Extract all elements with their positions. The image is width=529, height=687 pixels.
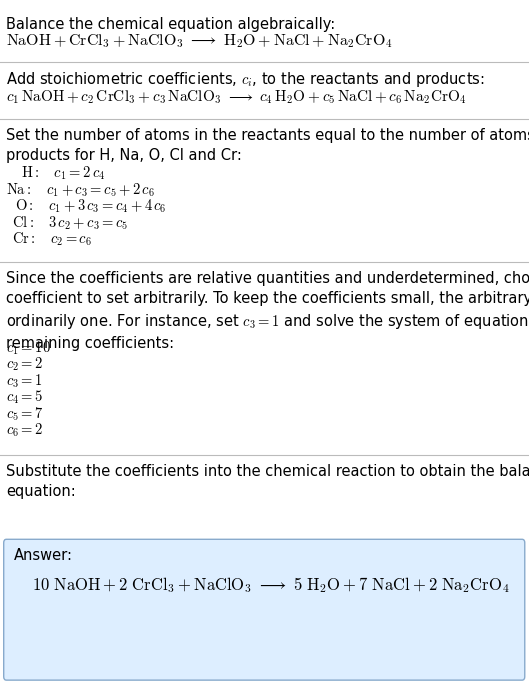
Text: Add stoichiometric coefficients, $c_i$, to the reactants and products:: Add stoichiometric coefficients, $c_i$, … [6, 70, 485, 89]
Text: $\mathrm{Cl{:}} \quad 3\,c_2 + c_3 = c_5$: $\mathrm{Cl{:}} \quad 3\,c_2 + c_3 = c_5… [12, 214, 128, 232]
Text: $\mathrm{Cr{:}} \quad c_2 = c_6$: $\mathrm{Cr{:}} \quad c_2 = c_6$ [12, 231, 92, 248]
Text: $c_3 = 1$: $c_3 = 1$ [6, 372, 43, 390]
Text: Set the number of atoms in the reactants equal to the number of atoms in the
pro: Set the number of atoms in the reactants… [6, 128, 529, 163]
Text: Since the coefficients are relative quantities and underdetermined, choose a
coe: Since the coefficients are relative quan… [6, 271, 529, 350]
Text: $c_5 = 7$: $c_5 = 7$ [6, 405, 44, 423]
Text: $\mathrm{H{:}} \quad c_1 = 2\,c_4$: $\mathrm{H{:}} \quad c_1 = 2\,c_4$ [21, 165, 105, 182]
Text: $c_2 = 2$: $c_2 = 2$ [6, 356, 44, 373]
Text: $c_6 = 2$: $c_6 = 2$ [6, 422, 44, 439]
Text: $c_1\,\mathrm{NaOH} + c_2\,\mathrm{CrCl_3} + c_3\,\mathrm{NaClO_3} \ \longrighta: $c_1\,\mathrm{NaOH} + c_2\,\mathrm{CrCl_… [6, 88, 467, 106]
Text: Balance the chemical equation algebraically:: Balance the chemical equation algebraica… [6, 16, 335, 32]
Text: Answer:: Answer: [14, 548, 73, 563]
Text: $c_4 = 5$: $c_4 = 5$ [6, 389, 44, 406]
FancyBboxPatch shape [4, 539, 525, 680]
Text: $\mathrm{Na{:}} \quad c_1 + c_3 = c_5 + 2\,c_6$: $\mathrm{Na{:}} \quad c_1 + c_3 = c_5 + … [6, 181, 155, 199]
Text: Substitute the coefficients into the chemical reaction to obtain the balanced
eq: Substitute the coefficients into the che… [6, 464, 529, 499]
Text: $\mathrm{O{:}} \quad c_1 + 3\,c_3 = c_4 + 4\,c_6$: $\mathrm{O{:}} \quad c_1 + 3\,c_3 = c_4 … [15, 198, 166, 215]
Text: $c_1 = 10$: $c_1 = 10$ [6, 339, 51, 357]
Text: $\mathrm{NaOH + CrCl_3 + NaClO_3 \ \longrightarrow \ H_2O + NaCl + Na_2CrO_4}$: $\mathrm{NaOH + CrCl_3 + NaClO_3 \ \long… [6, 32, 393, 50]
Text: $\mathrm{10\ NaOH + 2\ CrCl_3 + NaClO_3 \ \longrightarrow \ 5\ H_2O + 7\ NaCl + : $\mathrm{10\ NaOH + 2\ CrCl_3 + NaClO_3 … [32, 575, 509, 595]
